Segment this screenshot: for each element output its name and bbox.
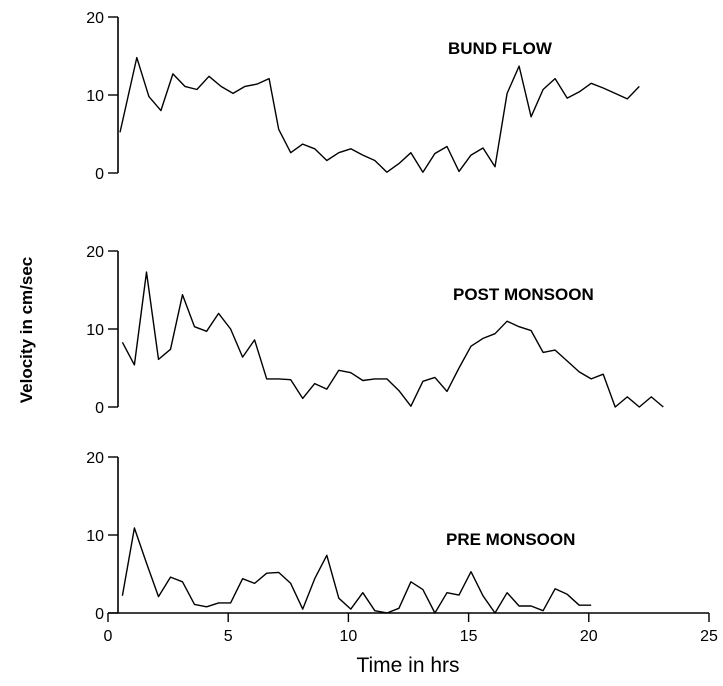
y-tick-label: 0 — [95, 606, 104, 623]
panel-title: POST MONSOON — [453, 285, 594, 304]
x-tick-label: 5 — [224, 628, 233, 645]
x-axis: 0 5 10 15 20 25 — [104, 612, 718, 645]
y-axis-label: Velocity in cm/sec — [17, 257, 36, 403]
series-line-bund-flow — [119, 56, 640, 173]
y-tick-label: 20 — [86, 450, 104, 467]
y-tick-label: 20 — [86, 244, 104, 261]
y-tick-label: 10 — [86, 88, 104, 105]
panel-post-monsoon: 0 10 20 POST MONSOON — [86, 244, 664, 417]
x-tick-label: 15 — [460, 628, 478, 645]
y-tick-label: 20 — [86, 10, 104, 27]
y-tick-label: 0 — [95, 400, 104, 417]
x-tick-label: 10 — [340, 628, 358, 645]
y-tick-label: 10 — [86, 528, 104, 545]
panel-pre-monsoon: 0 10 20 PRE MONSOON — [86, 450, 592, 623]
x-tick-label: 25 — [700, 628, 718, 645]
panels-layer: 0 10 20 BUND FLOW 0 10 20 POST MONSOON 0 10 20 PRE … — [86, 10, 664, 623]
panel-bund-flow: 0 10 20 BUND FLOW — [86, 10, 640, 183]
x-tick-label: 0 — [104, 628, 113, 645]
panel-title: PRE MONSOON — [446, 530, 575, 549]
y-tick-label: 0 — [95, 166, 104, 183]
series-line-post-monsoon — [121, 271, 664, 408]
panel-title: BUND FLOW — [448, 39, 553, 58]
y-tick-label: 10 — [86, 322, 104, 339]
x-axis-label: Time in hrs — [356, 654, 459, 677]
x-tick-label: 20 — [580, 628, 598, 645]
series-line-pre-monsoon — [121, 527, 592, 614]
